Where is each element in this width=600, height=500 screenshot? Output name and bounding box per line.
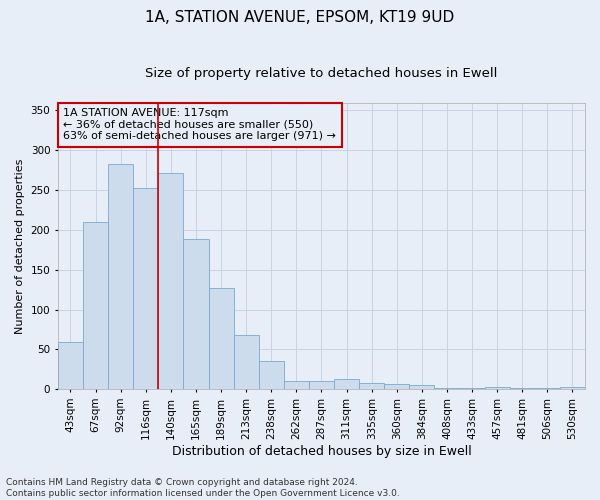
Bar <box>384 384 409 389</box>
Text: Contains HM Land Registry data © Crown copyright and database right 2024.
Contai: Contains HM Land Registry data © Crown c… <box>6 478 400 498</box>
Bar <box>359 383 384 389</box>
Bar <box>510 388 535 389</box>
Bar <box>83 222 108 389</box>
Text: 1A, STATION AVENUE, EPSOM, KT19 9UD: 1A, STATION AVENUE, EPSOM, KT19 9UD <box>145 10 455 25</box>
Bar <box>58 342 83 389</box>
Text: 1A STATION AVENUE: 117sqm
← 36% of detached houses are smaller (550)
63% of semi: 1A STATION AVENUE: 117sqm ← 36% of detac… <box>63 108 336 142</box>
Bar <box>184 240 209 389</box>
Bar <box>284 381 309 389</box>
Bar <box>334 379 359 389</box>
Title: Size of property relative to detached houses in Ewell: Size of property relative to detached ho… <box>145 68 497 80</box>
X-axis label: Distribution of detached houses by size in Ewell: Distribution of detached houses by size … <box>172 444 472 458</box>
Bar <box>535 388 560 389</box>
Bar <box>259 362 284 389</box>
Bar <box>409 385 434 389</box>
Bar <box>133 188 158 389</box>
Bar <box>434 388 460 389</box>
Y-axis label: Number of detached properties: Number of detached properties <box>15 158 25 334</box>
Bar <box>209 288 233 389</box>
Bar <box>560 387 585 389</box>
Bar <box>158 174 184 389</box>
Bar <box>485 387 510 389</box>
Bar <box>460 388 485 389</box>
Bar <box>309 381 334 389</box>
Bar <box>108 164 133 389</box>
Bar <box>233 335 259 389</box>
